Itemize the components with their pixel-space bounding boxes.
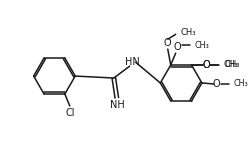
Text: CH₃: CH₃ <box>194 41 208 50</box>
Text: CH₃: CH₃ <box>223 61 239 70</box>
Text: O: O <box>212 79 220 89</box>
Text: O: O <box>202 60 209 70</box>
Text: Cl: Cl <box>65 108 74 118</box>
Text: O: O <box>163 38 171 48</box>
Text: NH: NH <box>110 100 125 110</box>
Text: HN: HN <box>125 57 140 67</box>
Text: CH₃: CH₃ <box>180 28 195 37</box>
Text: CH₃: CH₃ <box>222 61 237 70</box>
Text: CH₃: CH₃ <box>233 80 247 88</box>
Text: O: O <box>173 42 181 52</box>
Text: O: O <box>202 60 209 70</box>
